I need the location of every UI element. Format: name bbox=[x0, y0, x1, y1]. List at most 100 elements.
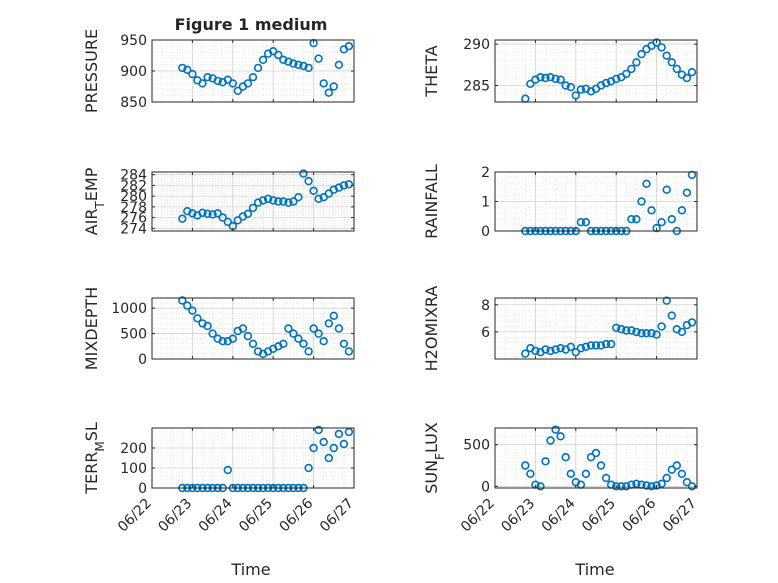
data-point bbox=[622, 482, 631, 491]
y-tick-label: 850 bbox=[120, 95, 147, 111]
data-point bbox=[571, 91, 580, 100]
data-point bbox=[248, 72, 258, 82]
data-point bbox=[304, 176, 313, 186]
data-point bbox=[521, 349, 530, 358]
data-point bbox=[677, 327, 687, 337]
data-point bbox=[566, 469, 575, 478]
subplot-h2omixra: 6 8 H2OMIXRA bbox=[422, 286, 698, 372]
grid bbox=[151, 297, 355, 360]
data-point bbox=[667, 311, 676, 320]
data-point bbox=[652, 330, 661, 339]
data-point bbox=[339, 339, 349, 348]
data-point bbox=[319, 437, 328, 447]
x-tick-label: 06/22 bbox=[458, 496, 498, 536]
data-point bbox=[193, 314, 202, 323]
data-point bbox=[682, 73, 692, 83]
data-point bbox=[611, 482, 621, 491]
data-point bbox=[208, 329, 217, 338]
data-point bbox=[566, 82, 575, 92]
data-point bbox=[687, 318, 697, 327]
x-tick-label: 06/27 bbox=[660, 496, 700, 536]
data-point bbox=[627, 326, 636, 335]
data-point bbox=[576, 344, 586, 353]
data-point bbox=[632, 327, 641, 337]
data-point bbox=[289, 59, 298, 68]
data-point bbox=[208, 210, 217, 219]
data-point bbox=[329, 82, 338, 91]
y-axis-label: AIRTEMP bbox=[82, 167, 107, 235]
x-axis-label-right: Time bbox=[574, 560, 614, 579]
data-point bbox=[263, 194, 273, 204]
data-point bbox=[677, 469, 687, 478]
data-point bbox=[294, 193, 303, 202]
data-point bbox=[344, 427, 354, 437]
data-point bbox=[339, 181, 349, 190]
data-point bbox=[223, 465, 233, 475]
y-tick-label: 950 bbox=[120, 33, 147, 49]
y-axis-label: TERRMSL bbox=[82, 422, 107, 495]
y-tick-label: 500 bbox=[120, 327, 147, 343]
x-tick-label: 06/27 bbox=[317, 496, 357, 536]
data-point bbox=[546, 346, 555, 356]
x-tick-label: 06/24 bbox=[539, 495, 579, 535]
data-point bbox=[586, 341, 596, 350]
axes-box bbox=[494, 427, 698, 489]
data-point bbox=[314, 329, 323, 338]
series-markers bbox=[178, 169, 354, 231]
data-point bbox=[551, 425, 560, 434]
data-point bbox=[203, 72, 212, 82]
data-point bbox=[526, 469, 535, 478]
data-point bbox=[627, 64, 636, 74]
x-axis-label-left: Time bbox=[230, 560, 270, 579]
axes-box bbox=[151, 171, 355, 232]
y-tick-label: 0 bbox=[138, 352, 147, 368]
data-point bbox=[642, 329, 651, 338]
data-point bbox=[284, 57, 293, 66]
data-point bbox=[627, 215, 636, 224]
data-point bbox=[601, 339, 611, 349]
data-point bbox=[334, 324, 344, 333]
data-point bbox=[622, 69, 631, 79]
subplot-rainfall: 0 1 2 RAINFALL bbox=[422, 164, 698, 240]
data-point bbox=[662, 185, 671, 194]
data-point bbox=[546, 436, 555, 445]
data-point bbox=[188, 209, 197, 218]
data-point bbox=[622, 326, 631, 335]
data-point bbox=[521, 461, 530, 470]
data-point bbox=[566, 342, 575, 351]
data-point bbox=[299, 169, 308, 178]
data-point bbox=[657, 322, 666, 331]
data-point bbox=[279, 55, 288, 64]
data-point bbox=[178, 296, 187, 305]
data-point bbox=[183, 207, 192, 216]
x-tick-label: 06/23 bbox=[155, 496, 195, 536]
data-point bbox=[667, 465, 676, 474]
data-point bbox=[531, 346, 540, 356]
x-tick-label: 06/26 bbox=[277, 495, 317, 535]
data-point bbox=[556, 432, 565, 441]
data-point bbox=[611, 323, 621, 332]
subplot-theta: 285 290 THETA bbox=[422, 37, 698, 103]
y-tick-label: 284 bbox=[120, 168, 147, 184]
y-tick-label: 285 bbox=[463, 78, 490, 94]
data-point bbox=[188, 306, 197, 315]
data-point bbox=[309, 186, 318, 196]
series-markers bbox=[178, 38, 354, 97]
data-point bbox=[324, 453, 333, 463]
y-axis-label: H2OMIXRA bbox=[422, 286, 441, 372]
data-point bbox=[657, 218, 666, 227]
data-point bbox=[299, 61, 308, 71]
data-point bbox=[228, 79, 238, 88]
y-tick-label: 900 bbox=[120, 64, 147, 80]
y-axis-label: RAINFALL bbox=[422, 164, 441, 239]
data-point bbox=[606, 339, 616, 349]
y-tick-label: 280 bbox=[120, 189, 147, 205]
data-point bbox=[253, 198, 263, 207]
data-point bbox=[218, 337, 227, 346]
data-point bbox=[652, 223, 661, 233]
data-point bbox=[561, 81, 570, 90]
data-point bbox=[561, 453, 570, 462]
data-point bbox=[662, 473, 671, 483]
data-point bbox=[682, 478, 692, 487]
